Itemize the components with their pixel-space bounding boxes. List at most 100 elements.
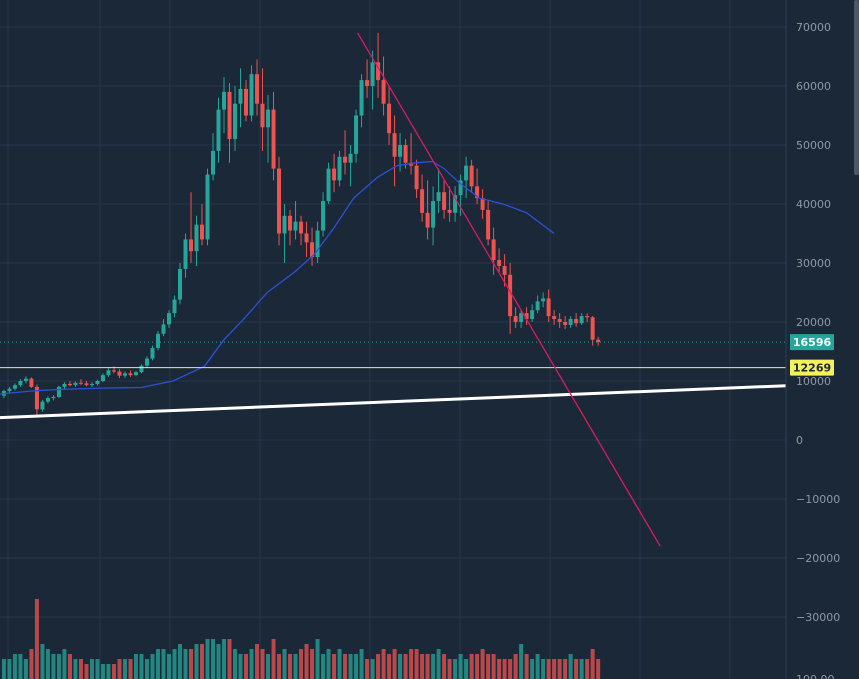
candle-body <box>321 201 326 231</box>
candle-body <box>343 156 348 163</box>
candle-body <box>293 221 298 231</box>
volume-bar <box>205 639 210 679</box>
volume-bar <box>442 654 447 679</box>
candle-body <box>227 91 232 140</box>
volume-bar <box>23 659 28 679</box>
support-trend-line[interactable] <box>0 384 787 420</box>
volume-bar <box>78 659 83 679</box>
candle-body <box>420 189 425 213</box>
candle-body <box>95 381 100 384</box>
volume-bar <box>398 654 403 679</box>
candle-body <box>255 74 260 104</box>
candle-body <box>376 62 381 81</box>
volume-bar <box>436 649 441 679</box>
volume-bar <box>1 659 6 679</box>
volume-bar <box>29 649 34 679</box>
volume-bar <box>67 654 72 679</box>
candle-body <box>442 192 447 210</box>
y-tick-label: 60000 <box>796 80 831 93</box>
volume-bar <box>425 654 430 679</box>
candle-body <box>403 145 408 163</box>
volume-bar <box>332 654 337 679</box>
candle-body <box>574 319 579 324</box>
candle-body <box>337 156 342 181</box>
candle-body <box>222 91 227 110</box>
volume-bar <box>480 649 485 679</box>
y-tick-label: −10000 <box>796 493 840 506</box>
candle-body <box>183 239 188 269</box>
candle-body <box>188 239 193 252</box>
candle-body <box>216 109 221 151</box>
volume-bar <box>370 659 375 679</box>
volume-bar <box>12 654 17 679</box>
volume-bar <box>216 644 221 679</box>
candle-body <box>354 115 359 154</box>
volume-bar <box>574 659 579 679</box>
volume-bar <box>183 649 188 679</box>
candle-body <box>45 398 50 402</box>
volume-bar <box>139 654 144 679</box>
candle-body <box>453 195 458 213</box>
candle-body <box>497 260 502 266</box>
volume-bar <box>414 649 419 679</box>
candle-body <box>431 201 436 228</box>
candle-body <box>563 322 568 325</box>
candle-body <box>238 88 243 104</box>
volume-bar <box>144 659 149 679</box>
candle-body <box>133 372 138 376</box>
volume-bar <box>535 654 540 679</box>
volume-bar <box>244 654 249 679</box>
candle-body <box>155 333 160 348</box>
candle-body <box>260 103 265 128</box>
candle-body <box>161 324 166 334</box>
moving-average-line[interactable] <box>0 160 555 395</box>
candle-body <box>111 370 116 372</box>
volume-bar <box>288 654 293 679</box>
candle-body <box>502 265 507 275</box>
price-axis[interactable]: 70000 60000 50000 40000 30000 20000 10000 0 −100… <box>785 0 859 679</box>
volume-bar <box>304 644 309 679</box>
candle-body <box>299 221 304 234</box>
volume-bar <box>255 644 260 679</box>
volume-bar <box>277 654 282 679</box>
volume-bar <box>464 659 469 679</box>
volume-bar <box>502 659 507 679</box>
candle-body <box>524 313 529 320</box>
scrollbar[interactable] <box>854 0 859 175</box>
candle-body <box>7 388 12 392</box>
volume-bar <box>106 664 111 679</box>
volume-bars <box>1 599 601 679</box>
candle-body <box>100 375 105 381</box>
candle-body <box>78 382 83 384</box>
candle-body <box>541 298 546 302</box>
volume-bar <box>84 664 89 679</box>
volume-bar <box>293 654 298 679</box>
candle-body <box>200 224 205 240</box>
candle-body <box>519 313 524 322</box>
downtrend-line[interactable] <box>357 32 661 547</box>
candle-body <box>106 370 111 376</box>
volume-bar <box>200 644 205 679</box>
candle-body <box>398 145 403 157</box>
volume-bar <box>249 649 254 679</box>
candle-body <box>266 109 271 128</box>
candle-body <box>557 319 562 322</box>
volume-bar <box>519 644 524 679</box>
volume-bar <box>34 599 39 679</box>
volume-bar <box>387 654 392 679</box>
volume-bar <box>376 654 381 679</box>
candle-body <box>122 373 127 376</box>
volume-bar <box>133 654 138 679</box>
volume-bar <box>122 659 127 679</box>
volume-bar <box>18 654 23 679</box>
candle-body <box>332 168 337 181</box>
volume-bar <box>194 644 199 679</box>
volume-bar <box>563 659 568 679</box>
volume-bar <box>590 649 595 679</box>
candle-body <box>436 192 441 202</box>
volume-bar <box>282 649 287 679</box>
candle-body <box>535 301 540 311</box>
y-tick-label: −30000 <box>796 611 840 624</box>
